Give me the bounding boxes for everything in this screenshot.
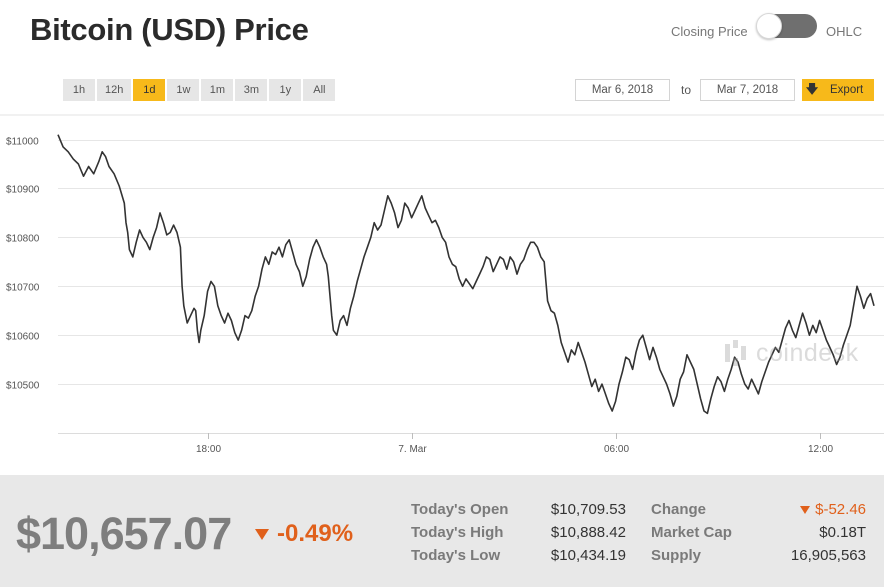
todays-open-value: $10,709.53 xyxy=(550,501,626,518)
coindesk-logo-icon xyxy=(725,340,746,366)
ohlc-label: OHLC xyxy=(826,24,863,39)
price-summary-panel: $10,657.07 -0.49% Today's Open $10,709.5… xyxy=(0,475,884,587)
x-tick-label: 18:00 xyxy=(196,444,221,455)
x-tick-label: 12:00 xyxy=(808,444,833,455)
market-cap-value: $0.18T xyxy=(819,524,866,541)
range-button-1y[interactable]: 1y xyxy=(269,79,302,101)
y-tick-label: $10600 xyxy=(6,332,40,343)
market-cap-label: Market Cap xyxy=(651,524,732,541)
change-down-arrow-icon xyxy=(800,505,811,514)
date-separator: to xyxy=(681,83,692,97)
price-change-percent: -0.49% xyxy=(255,520,353,548)
change-value: $-52.46 xyxy=(815,501,866,518)
price-series-line xyxy=(57,134,875,415)
y-tick-label: $10500 xyxy=(6,381,40,392)
y-tick-label: $10700 xyxy=(6,283,40,294)
y-tick-label: $10800 xyxy=(6,234,40,245)
closing-price-label: Closing Price xyxy=(671,24,748,39)
y-tick-label: $11000 xyxy=(6,137,39,148)
x-tick-label: 06:00 xyxy=(604,444,629,455)
down-arrow-icon xyxy=(255,528,269,540)
export-label: Export xyxy=(830,84,864,96)
chart-mode-toggle[interactable] xyxy=(756,13,817,39)
date-to-input[interactable]: Mar 7, 2018 xyxy=(700,79,795,101)
change-label: Change xyxy=(651,501,707,518)
change-value-wrap: $-52.46 xyxy=(746,501,866,518)
range-button-1h[interactable]: 1h xyxy=(63,79,95,101)
range-selector: 1h 12h 1d 1w 1m 3m 1y All xyxy=(63,79,336,101)
range-button-1w[interactable]: 1w xyxy=(167,79,200,101)
todays-low-value: $10,434.19 xyxy=(550,547,626,564)
change-percent-value: -0.49% xyxy=(277,520,354,547)
range-button-12h[interactable]: 12h xyxy=(97,79,132,101)
todays-high-value: $10,888.42 xyxy=(550,524,626,541)
page-title: Bitcoin (USD) Price xyxy=(30,12,309,47)
range-button-1d[interactable]: 1d xyxy=(133,79,166,101)
range-button-all[interactable]: All xyxy=(303,79,336,101)
export-button[interactable]: 🡇 Export xyxy=(802,79,874,101)
watermark-text: coindesk xyxy=(756,338,859,367)
x-tick-label: 7. Mar xyxy=(398,444,427,455)
current-price: $10,657.07 xyxy=(16,508,232,559)
supply-label: Supply xyxy=(651,547,702,564)
coindesk-watermark: coindesk xyxy=(722,338,859,368)
toggle-knob xyxy=(756,13,782,39)
range-button-1m[interactable]: 1m xyxy=(201,79,234,101)
y-tick-label: $10900 xyxy=(6,185,40,196)
download-arrow-icon: 🡇 xyxy=(805,81,819,96)
price-chart[interactable]: $10500 $10600 $10700 $10800 $10900 $11000 18:0… xyxy=(0,110,884,475)
supply-value: 16,905,563 xyxy=(790,547,866,564)
date-from-input[interactable]: Mar 6, 2018 xyxy=(575,79,670,101)
todays-open-label: Today's Open xyxy=(411,501,509,518)
todays-high-label: Today's High xyxy=(411,524,504,541)
todays-low-label: Today's Low xyxy=(411,547,501,564)
range-button-3m[interactable]: 3m xyxy=(235,79,268,101)
